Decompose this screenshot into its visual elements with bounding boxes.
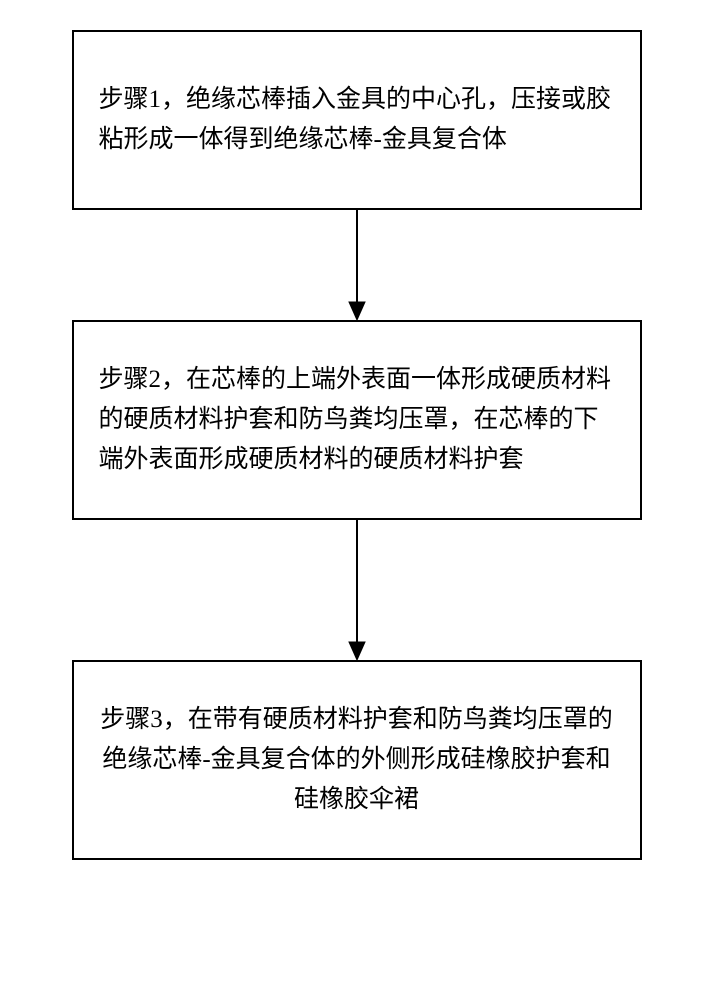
step-box-1: 步骤1，绝缘芯棒插入金具的中心孔，压接或胶粘形成一体得到绝缘芯棒-金具复合体 <box>72 30 642 210</box>
step-3-text: 步骤3，在带有硬质材料护套和防鸟粪均压罩的绝缘芯棒-金具复合体的外侧形成硅橡胶护… <box>99 700 615 820</box>
step-box-3: 步骤3，在带有硬质材料护套和防鸟粪均压罩的绝缘芯棒-金具复合体的外侧形成硅橡胶护… <box>72 660 642 860</box>
step-1-text: 步骤1，绝缘芯棒插入金具的中心孔，压接或胶粘形成一体得到绝缘芯棒-金具复合体 <box>99 80 615 160</box>
flowchart-container: 步骤1，绝缘芯棒插入金具的中心孔，压接或胶粘形成一体得到绝缘芯棒-金具复合体 步… <box>0 0 713 860</box>
step-2-text: 步骤2，在芯棒的上端外表面一体形成硬质材料的硬质材料护套和防鸟粪均压罩，在芯棒的… <box>99 360 615 480</box>
arrow-2 <box>337 520 377 660</box>
step-box-2: 步骤2，在芯棒的上端外表面一体形成硬质材料的硬质材料护套和防鸟粪均压罩，在芯棒的… <box>72 320 642 520</box>
arrow-1 <box>337 210 377 320</box>
